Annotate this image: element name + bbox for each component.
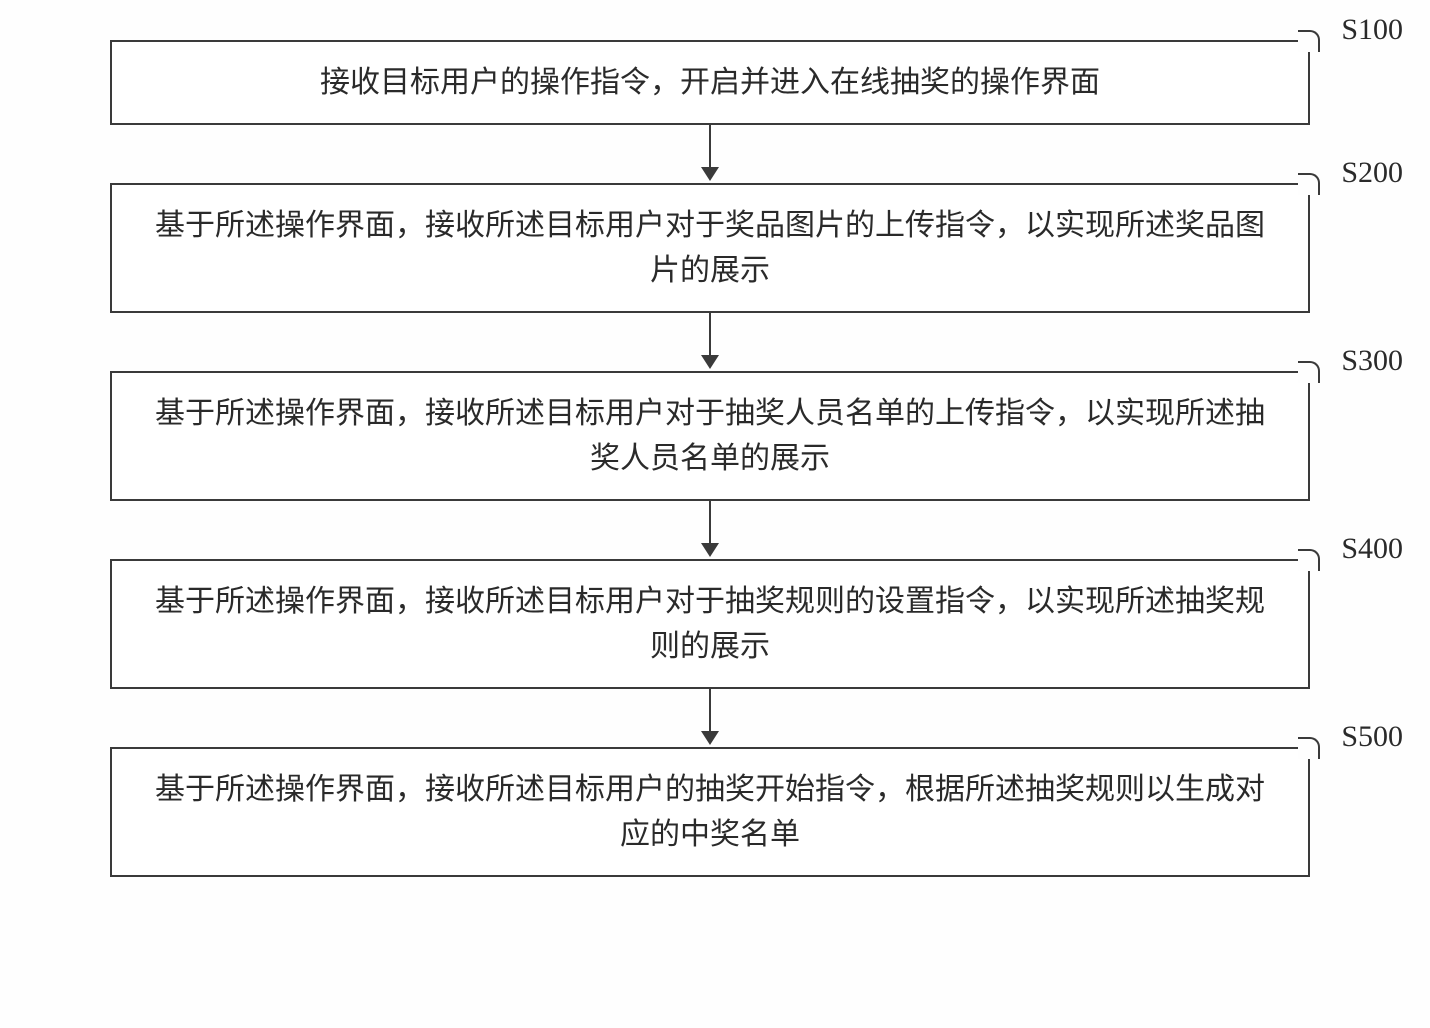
step-text-s200: 基于所述操作界面，接收所述目标用户对于奖品图片的上传指令，以实现所述奖品图片的展…: [142, 203, 1278, 293]
step-s400: S400 基于所述操作界面，接收所述目标用户对于抽奖规则的设置指令，以实现所述抽…: [70, 559, 1350, 747]
notch-icon: [1298, 361, 1320, 383]
step-box-s300: S300 基于所述操作界面，接收所述目标用户对于抽奖人员名单的上传指令，以实现所…: [110, 371, 1310, 501]
step-s300: S300 基于所述操作界面，接收所述目标用户对于抽奖人员名单的上传指令，以实现所…: [70, 371, 1350, 559]
notch-icon: [1298, 549, 1320, 571]
step-s100: S100 接收目标用户的操作指令，开启并进入在线抽奖的操作界面: [70, 40, 1350, 183]
step-text-s500: 基于所述操作界面，接收所述目标用户的抽奖开始指令，根据所述抽奖规则以生成对应的中…: [142, 767, 1278, 857]
step-text-s100: 接收目标用户的操作指令，开启并进入在线抽奖的操作界面: [320, 60, 1100, 105]
step-s200: S200 基于所述操作界面，接收所述目标用户对于奖品图片的上传指令，以实现所述奖…: [70, 183, 1350, 371]
step-box-s400: S400 基于所述操作界面，接收所述目标用户对于抽奖规则的设置指令，以实现所述抽…: [110, 559, 1310, 689]
step-label-s400: S400: [1341, 526, 1403, 571]
step-label-s100: S100: [1341, 7, 1403, 52]
arrow-down-icon: [701, 125, 719, 183]
step-box-s100: S100 接收目标用户的操作指令，开启并进入在线抽奖的操作界面: [110, 40, 1310, 125]
step-s500: S500 基于所述操作界面，接收所述目标用户的抽奖开始指令，根据所述抽奖规则以生…: [70, 747, 1350, 877]
arrow-down-icon: [701, 313, 719, 371]
step-box-s500: S500 基于所述操作界面，接收所述目标用户的抽奖开始指令，根据所述抽奖规则以生…: [110, 747, 1310, 877]
step-label-s500: S500: [1341, 714, 1403, 759]
arrow-down-icon: [701, 689, 719, 747]
notch-icon: [1298, 173, 1320, 195]
notch-icon: [1298, 30, 1320, 52]
step-text-s300: 基于所述操作界面，接收所述目标用户对于抽奖人员名单的上传指令，以实现所述抽奖人员…: [142, 391, 1278, 481]
flowchart-container: S100 接收目标用户的操作指令，开启并进入在线抽奖的操作界面 S200 基于所…: [70, 40, 1350, 877]
step-label-s200: S200: [1341, 150, 1403, 195]
step-label-s300: S300: [1341, 338, 1403, 383]
notch-icon: [1298, 737, 1320, 759]
step-text-s400: 基于所述操作界面，接收所述目标用户对于抽奖规则的设置指令，以实现所述抽奖规则的展…: [142, 579, 1278, 669]
step-box-s200: S200 基于所述操作界面，接收所述目标用户对于奖品图片的上传指令，以实现所述奖…: [110, 183, 1310, 313]
arrow-down-icon: [701, 501, 719, 559]
